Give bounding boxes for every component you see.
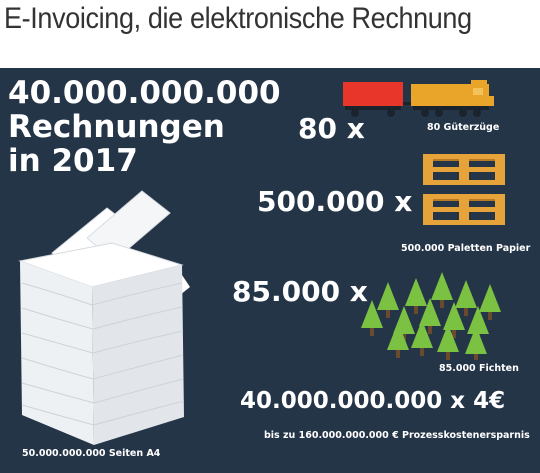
fir-trees-icon bbox=[361, 272, 501, 360]
headline-count: 40.000.000.000 bbox=[8, 75, 281, 111]
savings-caption: bis zu 160.000.000.000 € Prozesskostener… bbox=[264, 430, 530, 441]
paper-caption: 50.000.000.000 Seiten A4 bbox=[22, 448, 161, 459]
trains-multiplier: 80 x bbox=[298, 112, 365, 145]
headline-rechnungen: Rechnungen bbox=[8, 109, 225, 145]
paper-stack-icon bbox=[18, 190, 190, 445]
trees-multiplier: 85.000 x bbox=[232, 275, 368, 308]
page-title: E-Invoicing, die elektronische Rechnung bbox=[4, 2, 472, 35]
trains-caption: 80 Güterzüge bbox=[427, 122, 500, 133]
pallets-multiplier: 500.000 x bbox=[257, 185, 413, 218]
pallets-caption: 500.000 Paletten Papier bbox=[401, 243, 531, 254]
infographic-panel: 40.000.000.000 Rechnungen in 2017 50.000… bbox=[0, 68, 540, 473]
headline-year: in 2017 bbox=[8, 143, 138, 179]
freight-train-icon bbox=[343, 80, 494, 117]
trees-caption: 85.000 Fichten bbox=[439, 363, 519, 374]
pallet-stack-icon bbox=[423, 154, 505, 225]
savings-formula: 40.000.000.000 x 4€ bbox=[240, 388, 506, 414]
